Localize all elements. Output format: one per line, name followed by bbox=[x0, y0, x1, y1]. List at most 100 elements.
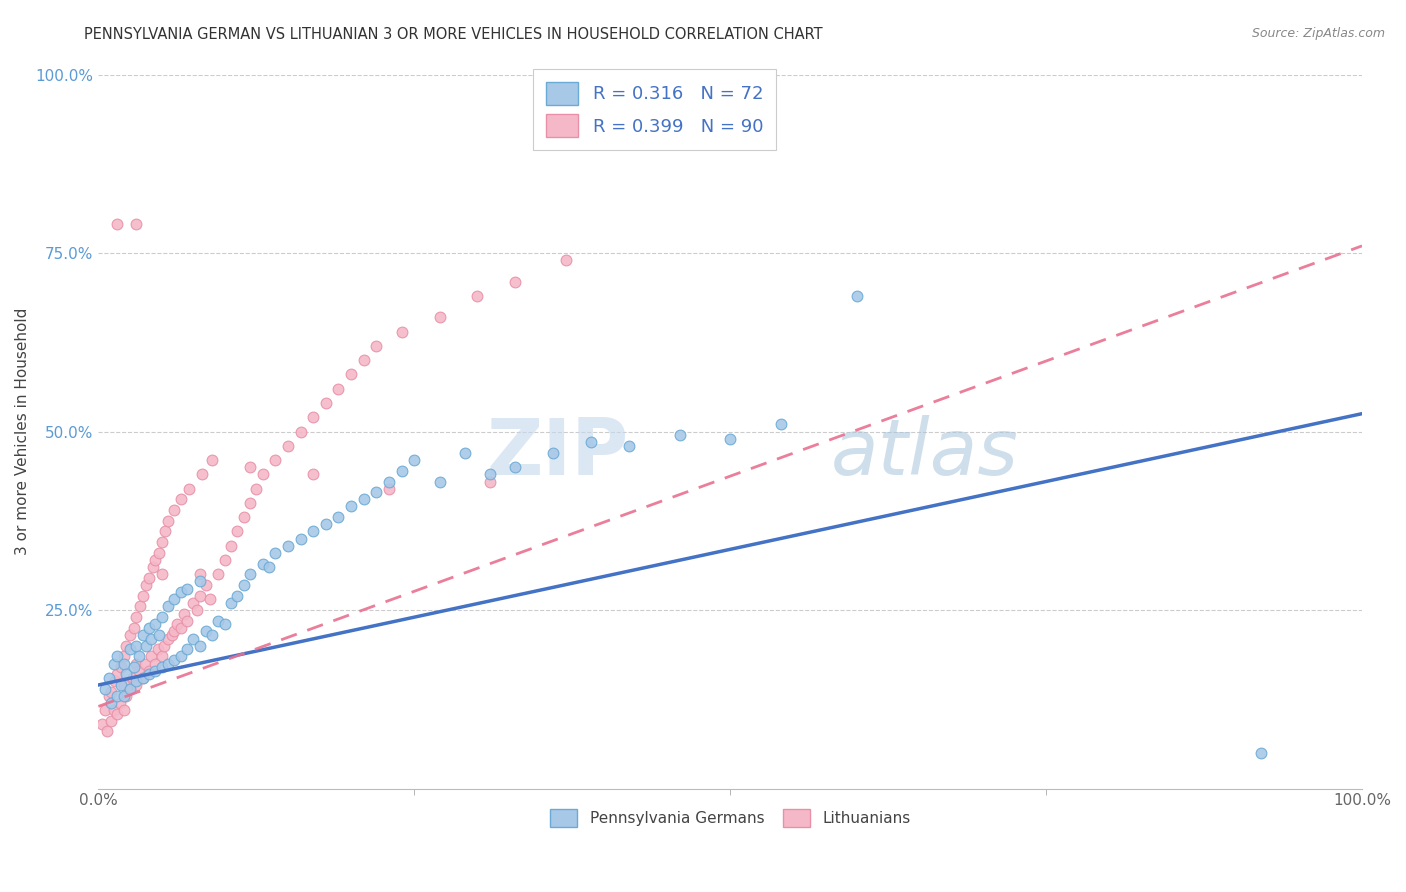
Point bbox=[156, 632, 179, 646]
Point bbox=[290, 532, 312, 546]
Point bbox=[353, 353, 375, 368]
Point bbox=[454, 446, 477, 460]
Point bbox=[366, 339, 388, 353]
Point bbox=[328, 382, 350, 396]
Point bbox=[128, 649, 150, 664]
Point bbox=[93, 681, 115, 696]
Point bbox=[391, 325, 413, 339]
Text: atlas: atlas bbox=[831, 415, 1019, 491]
Point bbox=[845, 289, 868, 303]
Point bbox=[153, 639, 176, 653]
Point bbox=[181, 596, 204, 610]
Text: Source: ZipAtlas.com: Source: ZipAtlas.com bbox=[1251, 27, 1385, 40]
Point bbox=[207, 567, 229, 582]
Point bbox=[315, 517, 337, 532]
Point bbox=[131, 589, 153, 603]
Point bbox=[122, 621, 145, 635]
Point bbox=[138, 664, 160, 678]
Point bbox=[239, 496, 262, 510]
Point bbox=[110, 678, 132, 692]
Point bbox=[239, 567, 262, 582]
Point bbox=[201, 453, 224, 467]
Point bbox=[188, 589, 211, 603]
Point bbox=[115, 689, 138, 703]
Point bbox=[207, 614, 229, 628]
Point bbox=[93, 703, 115, 717]
Point bbox=[176, 582, 198, 596]
Point bbox=[179, 482, 201, 496]
Point bbox=[340, 500, 363, 514]
Point bbox=[169, 621, 191, 635]
Point bbox=[232, 510, 254, 524]
Point bbox=[429, 310, 451, 325]
Point bbox=[103, 703, 125, 717]
Point bbox=[505, 460, 527, 475]
Point bbox=[125, 218, 148, 232]
Point bbox=[128, 664, 150, 678]
Point bbox=[134, 657, 156, 671]
Point bbox=[769, 417, 792, 432]
Point bbox=[105, 689, 128, 703]
Point bbox=[467, 289, 489, 303]
Point bbox=[125, 610, 148, 624]
Point bbox=[118, 681, 141, 696]
Point bbox=[429, 475, 451, 489]
Point bbox=[100, 685, 122, 699]
Point bbox=[110, 660, 132, 674]
Point bbox=[105, 218, 128, 232]
Point bbox=[143, 664, 166, 678]
Point bbox=[194, 578, 217, 592]
Point bbox=[163, 624, 186, 639]
Point bbox=[129, 599, 152, 614]
Point bbox=[131, 671, 153, 685]
Point bbox=[156, 514, 179, 528]
Point bbox=[169, 492, 191, 507]
Point bbox=[131, 628, 153, 642]
Point bbox=[112, 703, 135, 717]
Y-axis label: 3 or more Vehicles in Household: 3 or more Vehicles in Household bbox=[15, 308, 30, 555]
Point bbox=[579, 435, 602, 450]
Point bbox=[146, 642, 169, 657]
Point bbox=[264, 453, 287, 467]
Point bbox=[315, 396, 337, 410]
Point bbox=[668, 428, 690, 442]
Point bbox=[479, 467, 502, 482]
Point bbox=[328, 510, 350, 524]
Point bbox=[163, 503, 186, 517]
Point bbox=[718, 432, 741, 446]
Point bbox=[277, 439, 299, 453]
Point bbox=[105, 649, 128, 664]
Point bbox=[125, 639, 148, 653]
Point bbox=[166, 617, 188, 632]
Point bbox=[103, 657, 125, 671]
Point bbox=[555, 253, 578, 268]
Point bbox=[378, 475, 401, 489]
Point bbox=[156, 599, 179, 614]
Point bbox=[186, 603, 208, 617]
Point bbox=[115, 639, 138, 653]
Point bbox=[143, 617, 166, 632]
Point bbox=[148, 546, 170, 560]
Point bbox=[239, 460, 262, 475]
Point bbox=[138, 571, 160, 585]
Point bbox=[505, 275, 527, 289]
Point bbox=[150, 535, 173, 549]
Point bbox=[176, 614, 198, 628]
Point bbox=[188, 567, 211, 582]
Point bbox=[169, 585, 191, 599]
Point bbox=[143, 553, 166, 567]
Point bbox=[214, 617, 236, 632]
Point bbox=[150, 649, 173, 664]
Point bbox=[191, 467, 214, 482]
Point bbox=[118, 642, 141, 657]
Point bbox=[108, 696, 131, 710]
Point bbox=[302, 467, 325, 482]
Point bbox=[96, 724, 118, 739]
Point bbox=[214, 553, 236, 567]
Point bbox=[163, 653, 186, 667]
Point bbox=[156, 657, 179, 671]
Point bbox=[173, 607, 195, 621]
Point bbox=[125, 657, 148, 671]
Point bbox=[138, 667, 160, 681]
Point bbox=[112, 649, 135, 664]
